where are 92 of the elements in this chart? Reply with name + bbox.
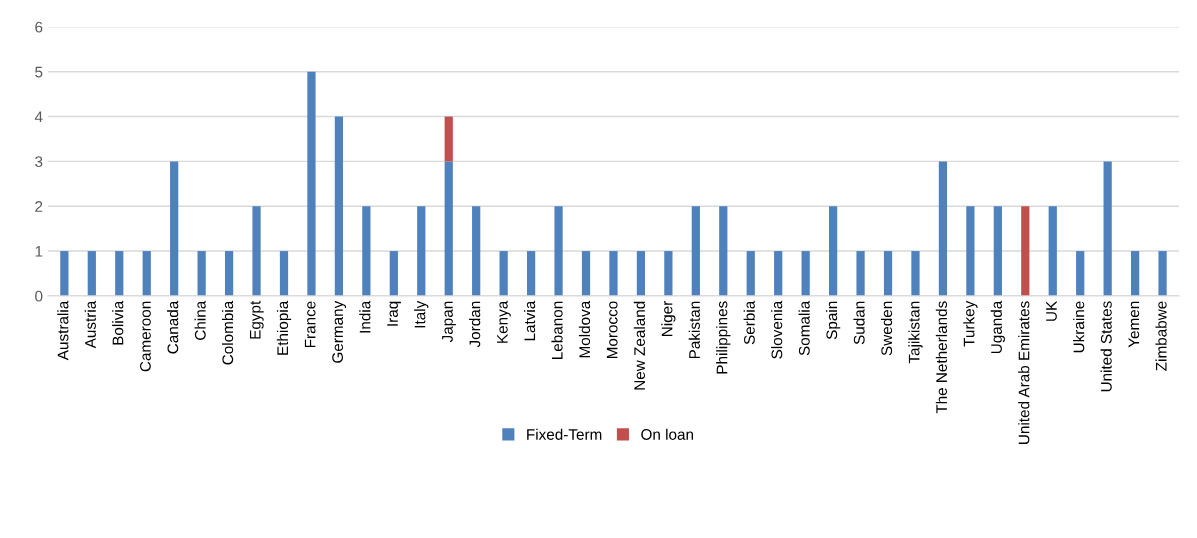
x-tick-label: Moldova (578, 300, 591, 358)
bar (828, 206, 838, 296)
x-tick-label: India (359, 300, 371, 333)
x-tick-label: Bolivia (112, 300, 124, 345)
bar (444, 116, 453, 162)
bar (993, 206, 1002, 296)
x-tick-label: Cameroon (140, 301, 151, 372)
x-tick-label: Italy (414, 300, 429, 328)
x-tick-label: Ethiopia (276, 300, 292, 355)
bar (691, 206, 700, 296)
x-tick-label: Iraq (387, 301, 401, 326)
x-tick-label: Spain (825, 301, 841, 340)
bar (801, 251, 810, 296)
x-tick-label: Germany (332, 300, 347, 363)
bar (362, 206, 371, 296)
x-tick-label: The Netherlands (935, 301, 948, 414)
x-tick-label: Slovenia (771, 300, 783, 359)
x-tick-label: United States (1100, 301, 1112, 392)
bar (636, 251, 646, 296)
bar (526, 251, 536, 296)
y-tick-label: 5 (35, 66, 43, 78)
y-tick-label: 0 (35, 290, 43, 302)
bar (856, 251, 865, 296)
bar (417, 206, 426, 296)
bar (774, 251, 783, 296)
bar (334, 116, 344, 296)
bar (1076, 251, 1085, 296)
bar (581, 251, 591, 296)
x-tick-label: Canada (167, 300, 179, 354)
bar (664, 251, 673, 296)
x-tick-label: Kenya (497, 300, 511, 343)
bar (307, 71, 316, 296)
bar (170, 161, 179, 296)
bar (719, 206, 728, 296)
x-tick-label: UK (1046, 300, 1057, 321)
bar (499, 251, 508, 296)
x-tick-label: Jordan (469, 301, 481, 348)
bar (938, 161, 948, 296)
bar (472, 206, 481, 296)
y-tick-label: 1 (35, 246, 43, 257)
x-tick-label: Sweden (880, 301, 893, 356)
x-tick-label: Niger (661, 301, 676, 337)
x-tick-label: Colombia (221, 300, 234, 365)
x-tick-label: Lebanon (551, 301, 563, 359)
x-tick-label: Austria (84, 300, 96, 349)
x-tick-label: Serbia (743, 300, 755, 345)
y-tick-label: 3 (35, 156, 43, 168)
y-tick-label: 6 (35, 21, 43, 33)
x-tick-label: France (304, 301, 316, 348)
legend-label: Fixed-Term (527, 428, 602, 440)
x-tick-label: Pakistan (688, 301, 700, 359)
legend-label: On loan (641, 428, 694, 440)
bar (1021, 206, 1030, 296)
bar (197, 251, 206, 296)
bar (142, 251, 151, 296)
x-tick-label: Egypt (249, 300, 264, 339)
bar (1158, 251, 1167, 296)
x-tick-label: Uganda (990, 300, 1005, 354)
x-tick-label: Ukraine (1073, 301, 1085, 353)
bar (966, 206, 975, 296)
bar (87, 251, 96, 296)
bar (911, 251, 920, 296)
x-tick-label: Somalia (798, 300, 810, 356)
y-tick-label: 4 (34, 111, 43, 123)
y-tick-label: 2 (35, 201, 43, 212)
bar (115, 251, 124, 296)
bar (1048, 206, 1057, 296)
bar (224, 251, 234, 296)
bar (252, 206, 261, 296)
x-tick-label: Latvia (523, 300, 536, 341)
x-tick-label: Australia (57, 300, 69, 361)
bar (389, 251, 398, 296)
bar (1103, 161, 1112, 296)
x-tick-label: Philippines (716, 301, 731, 374)
bar (60, 251, 69, 296)
x-tick-label: New Zealand (633, 301, 646, 390)
x-tick-label: Turkey (963, 300, 978, 347)
x-tick-label: United Arab Emirates (1018, 301, 1030, 444)
x-tick-label: Zimbabwe (1155, 301, 1167, 371)
bar (746, 251, 755, 296)
bar (609, 251, 618, 296)
x-tick-label: Tajikistan (908, 301, 923, 364)
x-tick-label: Morocco (606, 301, 618, 359)
bar (279, 251, 289, 296)
bar (554, 206, 563, 296)
x-tick-label: Japan (442, 301, 456, 343)
bar (883, 251, 893, 296)
x-tick-label: Sudan (853, 301, 865, 345)
x-tick-label: China (194, 300, 206, 340)
bar (444, 161, 453, 296)
x-tick-label: Yemen (1128, 301, 1140, 348)
bar (1131, 251, 1140, 296)
